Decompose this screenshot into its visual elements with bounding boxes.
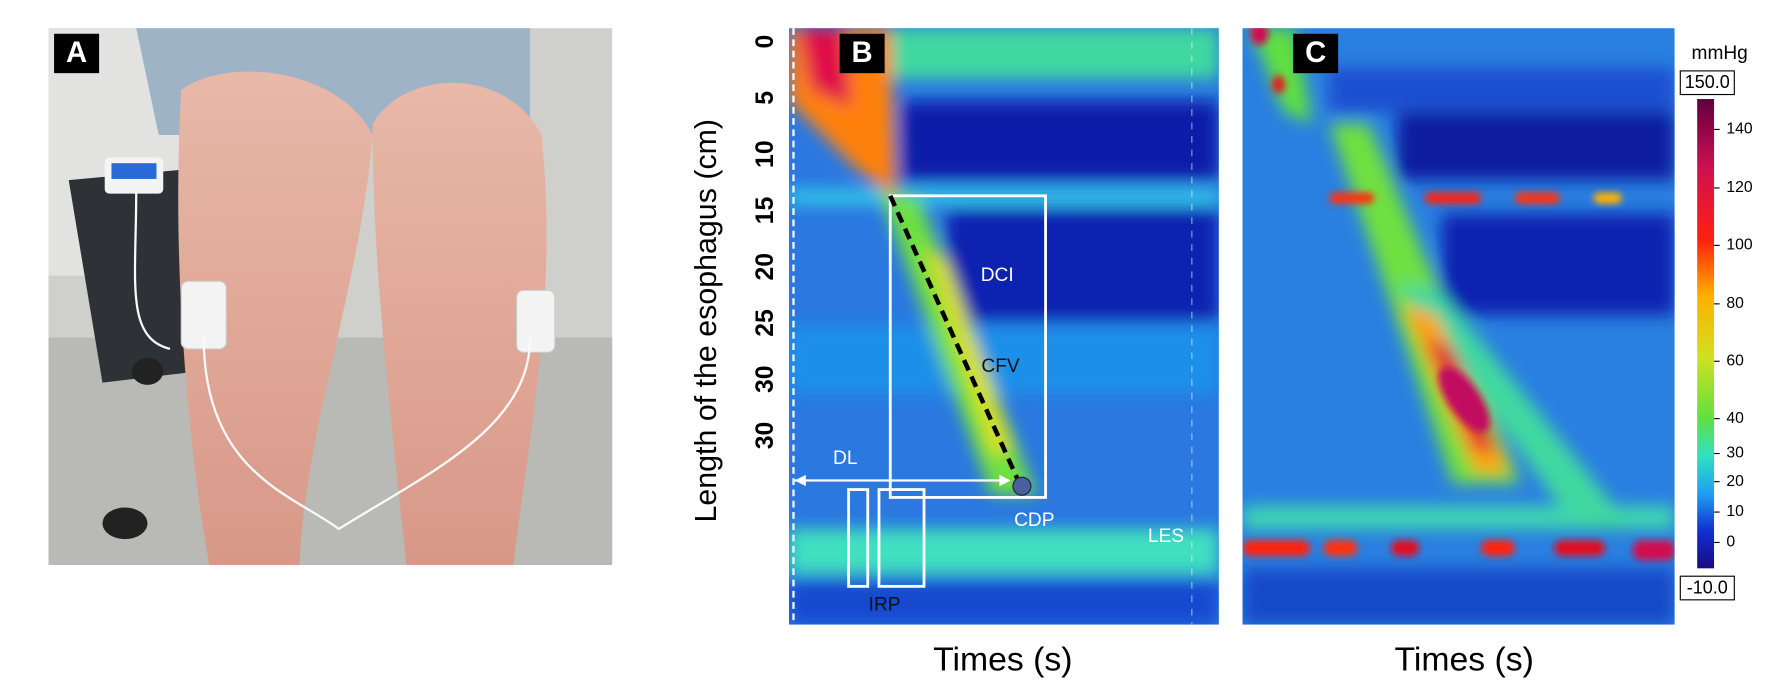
colorbar-tick-label: 20 — [1726, 473, 1744, 490]
panel-label: C — [1305, 37, 1326, 69]
colorbar-tick-label: 140 — [1726, 121, 1753, 138]
y-tick-label: 15 — [752, 196, 779, 224]
photo — [48, 28, 613, 565]
x-axis-title: Times (s) — [933, 641, 1072, 679]
y-tick-label: 10 — [752, 140, 779, 168]
colorbar — [1697, 99, 1715, 569]
y-tick-label: 30 — [752, 422, 779, 450]
heatmap-b — [788, 28, 1219, 625]
overlay-b — [794, 194, 1047, 588]
colorbar-max-box — [1679, 70, 1735, 96]
colorbar-tick-label: 40 — [1726, 410, 1744, 427]
colorbar-unit: mmHg — [1692, 43, 1748, 64]
colorbar-max: 150.0 — [1685, 72, 1730, 92]
colorbar-min: -10.0 — [1687, 577, 1728, 597]
panel-label-box — [839, 33, 885, 74]
colorbar-tick-label: 100 — [1726, 236, 1753, 253]
panel-label: A — [66, 37, 87, 69]
panel-label-box — [54, 33, 100, 74]
heatmap-c — [1242, 28, 1675, 625]
y-tick-label: 30 — [752, 365, 779, 393]
x-axis-title: Times (s) — [1395, 641, 1534, 679]
annotation: DCI — [981, 265, 1014, 286]
annotation: DL — [833, 448, 857, 469]
y-tick-label: 0 — [752, 35, 779, 49]
annotation: CDP — [1014, 510, 1054, 531]
colorbar-tick-label: 10 — [1726, 503, 1744, 520]
colorbar-tick-label: 60 — [1726, 352, 1744, 369]
colorbar-min-box — [1679, 575, 1735, 601]
colorbar-tick-label: 80 — [1726, 295, 1744, 312]
colorbar-tick-label: 30 — [1726, 445, 1744, 462]
colorbar-tick-label: 0 — [1726, 534, 1735, 551]
panel-label: B — [852, 37, 873, 69]
y-tick-label: 25 — [752, 309, 779, 337]
annotation: LES — [1148, 526, 1184, 547]
annotation: CFV — [981, 356, 1019, 377]
y-axis-title: Length of the esophagus (cm) — [689, 119, 723, 523]
panel-label-box — [1293, 33, 1339, 74]
colorbar-tick-label: 120 — [1726, 179, 1753, 196]
annotation: IRP — [869, 595, 901, 616]
y-tick-label: 20 — [752, 253, 779, 281]
y-tick-label: 5 — [752, 91, 779, 105]
